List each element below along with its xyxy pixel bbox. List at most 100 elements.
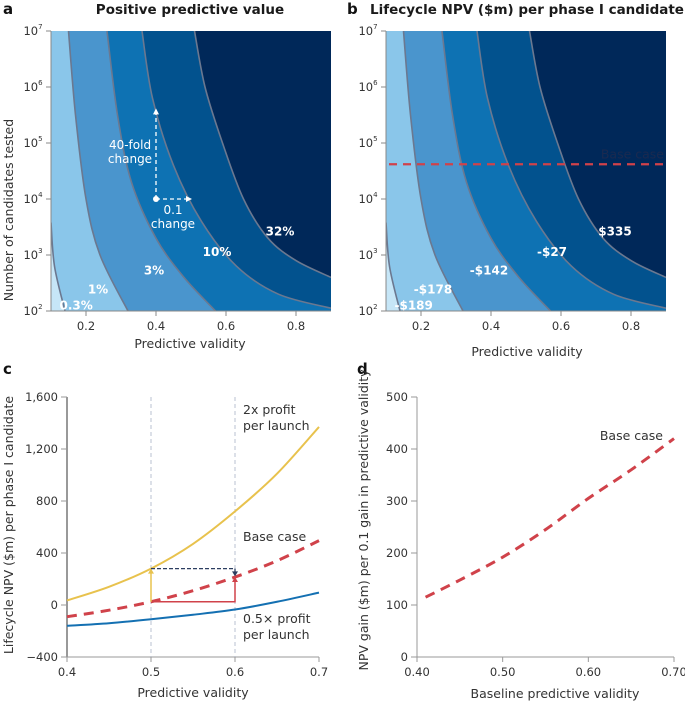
band-0 xyxy=(386,222,400,311)
base-step-arrow xyxy=(151,581,236,603)
y-tick-label: 103 xyxy=(23,247,42,262)
contour-label: 0.3% xyxy=(60,298,93,312)
contour-line xyxy=(193,31,331,279)
contour-label: 1% xyxy=(88,283,108,297)
series-label-half: per launch xyxy=(243,627,310,642)
series-label-2x: 2x profit xyxy=(243,402,296,417)
series-line-1 xyxy=(66,539,320,619)
contour-label: 10% xyxy=(203,245,232,259)
y-tick-exponent: 6 xyxy=(38,79,43,87)
contour-label: $335 xyxy=(598,224,631,238)
vertical-arrow-label: change xyxy=(108,152,152,166)
contour-line xyxy=(441,31,552,311)
y-tick-label: −400 xyxy=(26,650,58,664)
panel-b-title: Lifecycle NPV ($m) per phase I candidate xyxy=(370,2,684,18)
y-tick-label: 102 xyxy=(358,303,377,318)
x-tick-label: 0.6 xyxy=(217,319,235,333)
arrowhead-up-icon xyxy=(153,108,159,115)
y-tick-label: 106 xyxy=(23,79,43,94)
contour-line xyxy=(528,31,666,279)
y-tick-exponent: 5 xyxy=(373,135,377,143)
series-label-2x: per launch xyxy=(243,418,310,433)
panel-b: b Lifecycle NPV ($m) per phase I candida… xyxy=(347,0,684,359)
y-tick-label: 200 xyxy=(386,546,408,560)
y-tick-exponent: 3 xyxy=(38,247,42,255)
panel-d: d 0.40 0.50 0.60 0.70 0 100 200 300 400 500 Base c… xyxy=(356,360,685,701)
y-tick-exponent: 6 xyxy=(373,79,378,87)
vertical-arrow-label: 40-fold xyxy=(109,138,151,152)
x-tick-label: 0.50 xyxy=(490,665,516,679)
panel-letter-a: a xyxy=(3,0,13,18)
base-case-label: Base case xyxy=(601,146,664,161)
contour-line xyxy=(386,222,401,311)
panel-b-plot-area: -$189-$178 -$142 -$27 $335 Base case xyxy=(386,31,666,311)
contour-label: -$142 xyxy=(470,264,508,278)
contour-line xyxy=(106,31,217,311)
panel-d-ylabel: NPV gain ($m) per 0.1 gain in predictive… xyxy=(356,369,371,671)
x-tick-label: 0.7 xyxy=(310,665,328,679)
y-tick-label: 107 xyxy=(23,23,42,38)
y-tick-label: 104 xyxy=(358,191,378,206)
series-line-base-case xyxy=(424,437,675,599)
panel-c-xlabel: Predictive validity xyxy=(137,685,249,700)
contour-label: -$27 xyxy=(537,245,567,259)
y-tick-label: 1,600 xyxy=(25,390,58,404)
panel-d-xlabel: Baseline predictive validity xyxy=(471,686,640,701)
y-tick-label: 102 xyxy=(23,303,42,318)
y-tick-label: 0 xyxy=(51,598,58,612)
y-tick-label: 0 xyxy=(401,650,408,664)
contour-line xyxy=(402,31,464,311)
y-tick-exponent: 5 xyxy=(38,135,42,143)
band-1 xyxy=(51,31,128,311)
series-label-base-case: Base case xyxy=(600,428,663,443)
contour-label: 32% xyxy=(266,224,295,238)
y-tick-label: 105 xyxy=(358,135,377,150)
contour-line xyxy=(67,31,129,311)
y-tick-label: 1,200 xyxy=(25,442,58,456)
y-tick-label: 300 xyxy=(386,494,408,508)
panel-c-plot-area: 0.4 0.5 0.6 0.7 −400 0 400 800 1,200 1,600 2x prof… xyxy=(25,390,328,679)
x-tick-label: 0.4 xyxy=(58,665,76,679)
x-tick-label: 0.2 xyxy=(77,319,95,333)
panel-d-plot-area: 0.40 0.50 0.60 0.70 0 100 200 300 400 500 Base cas… xyxy=(386,390,685,679)
contour-label: 3% xyxy=(144,264,164,278)
panel-a-axes: 0.2 0.4 0.6 0.8 102 103 104 105 106 107 xyxy=(23,23,331,333)
x-tick-label: 0.4 xyxy=(147,319,165,333)
y-tick-exponent: 2 xyxy=(373,303,377,311)
y-tick-exponent: 2 xyxy=(38,303,42,311)
panel-c-ylabel: Lifecycle NPV ($m) per phase I candidate xyxy=(1,396,16,655)
x-tick-label: 0.40 xyxy=(404,665,430,679)
y-tick-label: 800 xyxy=(36,494,58,508)
y-tick-label: 400 xyxy=(386,442,408,456)
panel-letter-d: d xyxy=(357,360,368,378)
y-tick-label: 103 xyxy=(358,247,377,262)
x-tick-label: 0.6 xyxy=(552,319,570,333)
arrowhead-up-icon xyxy=(148,568,154,574)
x-tick-label: 0.8 xyxy=(622,319,640,333)
y-tick-label: 105 xyxy=(23,135,42,150)
arrowhead-up-icon xyxy=(232,577,238,583)
arrowhead-down-icon xyxy=(232,571,238,577)
contour-label: -$178 xyxy=(414,283,452,297)
panel-b-xlabel: Predictive validity xyxy=(471,344,583,359)
y-tick-exponent: 7 xyxy=(373,23,377,31)
y-tick-label: 107 xyxy=(358,23,377,38)
panel-b-axes: 0.2 0.4 0.6 0.8 102 103 104 105 106 107 xyxy=(358,23,666,333)
series-line-0 xyxy=(66,426,320,602)
y-tick-exponent: 7 xyxy=(38,23,42,31)
panel-c: c 0.4 0.5 0.6 0.7 −400 0 400 800 1,200 1,600 2x pr… xyxy=(1,360,328,700)
x-tick-label: 0.4 xyxy=(482,319,500,333)
arrowhead-right-icon xyxy=(186,196,192,202)
panel-letter-c: c xyxy=(3,360,12,378)
panel-a-title: Positive predictive value xyxy=(96,2,284,18)
navy-dashed-arrow xyxy=(151,567,236,573)
x-tick-label: 0.5 xyxy=(142,665,160,679)
y-tick-label: 106 xyxy=(358,79,378,94)
y-tick-exponent: 3 xyxy=(373,247,377,255)
y-tick-exponent: 4 xyxy=(38,191,43,199)
band-0 xyxy=(51,222,65,311)
x-tick-label: 0.2 xyxy=(412,319,430,333)
heatmap-bands: 0.3%1% 3% 10% 32% xyxy=(51,31,331,312)
y-tick-label: 100 xyxy=(386,598,408,612)
